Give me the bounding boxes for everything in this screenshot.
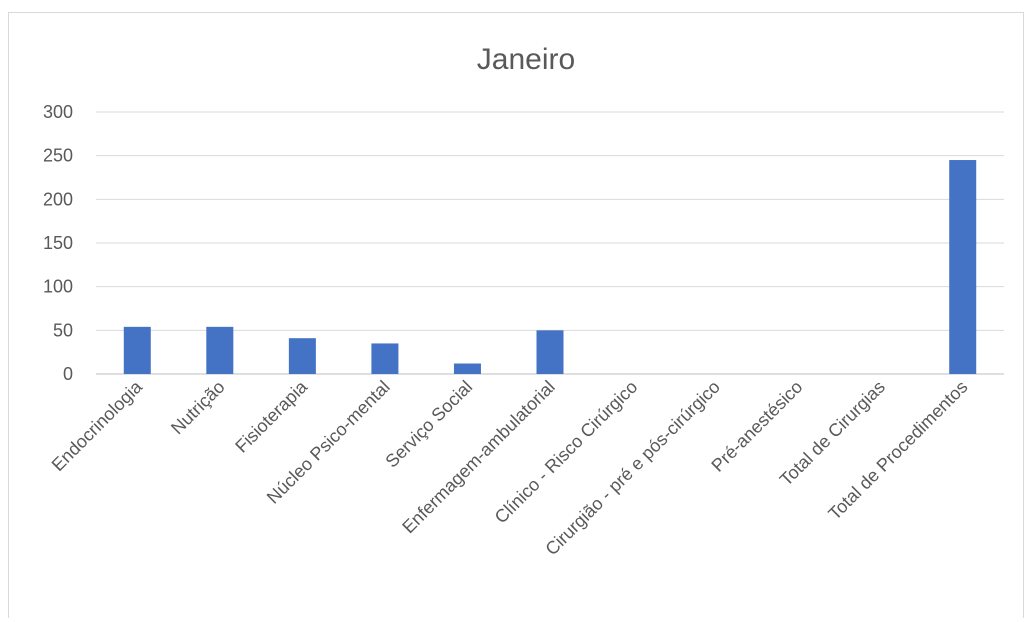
chart-title: Janeiro <box>477 43 575 76</box>
x-category-label: Serviço Social <box>381 377 476 472</box>
bar <box>536 330 564 374</box>
bar <box>371 343 399 374</box>
bar <box>206 326 234 374</box>
y-axis-ticks: 0 50 100 150 200 250 300 <box>43 102 73 384</box>
x-axis-categories: Endocrinologia Nutrição FisioterapiaNúcleo… <box>48 376 972 559</box>
y-tick-label: 0 <box>63 364 73 384</box>
chart-frame <box>8 12 1024 618</box>
x-category-label: Clínico - Risco Cirúrgico <box>491 377 642 528</box>
bars <box>123 160 977 374</box>
bar <box>123 326 151 374</box>
x-category-label: Cirurgião - pré e pós-cirúrgico <box>541 377 723 559</box>
y-tick-label: 50 <box>53 320 73 340</box>
x-category-label: Nutrição <box>167 377 229 439</box>
bar <box>453 363 481 374</box>
x-category-label: Fisioterapia <box>231 376 312 457</box>
y-tick-label: 300 <box>43 102 73 122</box>
x-category-label: Total de Procedimentos <box>824 377 971 524</box>
y-tick-label: 250 <box>43 146 73 166</box>
y-tick-label: 200 <box>43 189 73 209</box>
x-category-label: Enfermagem-ambulatorial <box>398 377 559 538</box>
y-tick-label: 150 <box>43 233 73 253</box>
y-tick-label: 100 <box>43 277 73 297</box>
bar <box>949 160 977 374</box>
x-category-label: Endocrinologia <box>48 376 147 475</box>
bar <box>288 338 316 374</box>
